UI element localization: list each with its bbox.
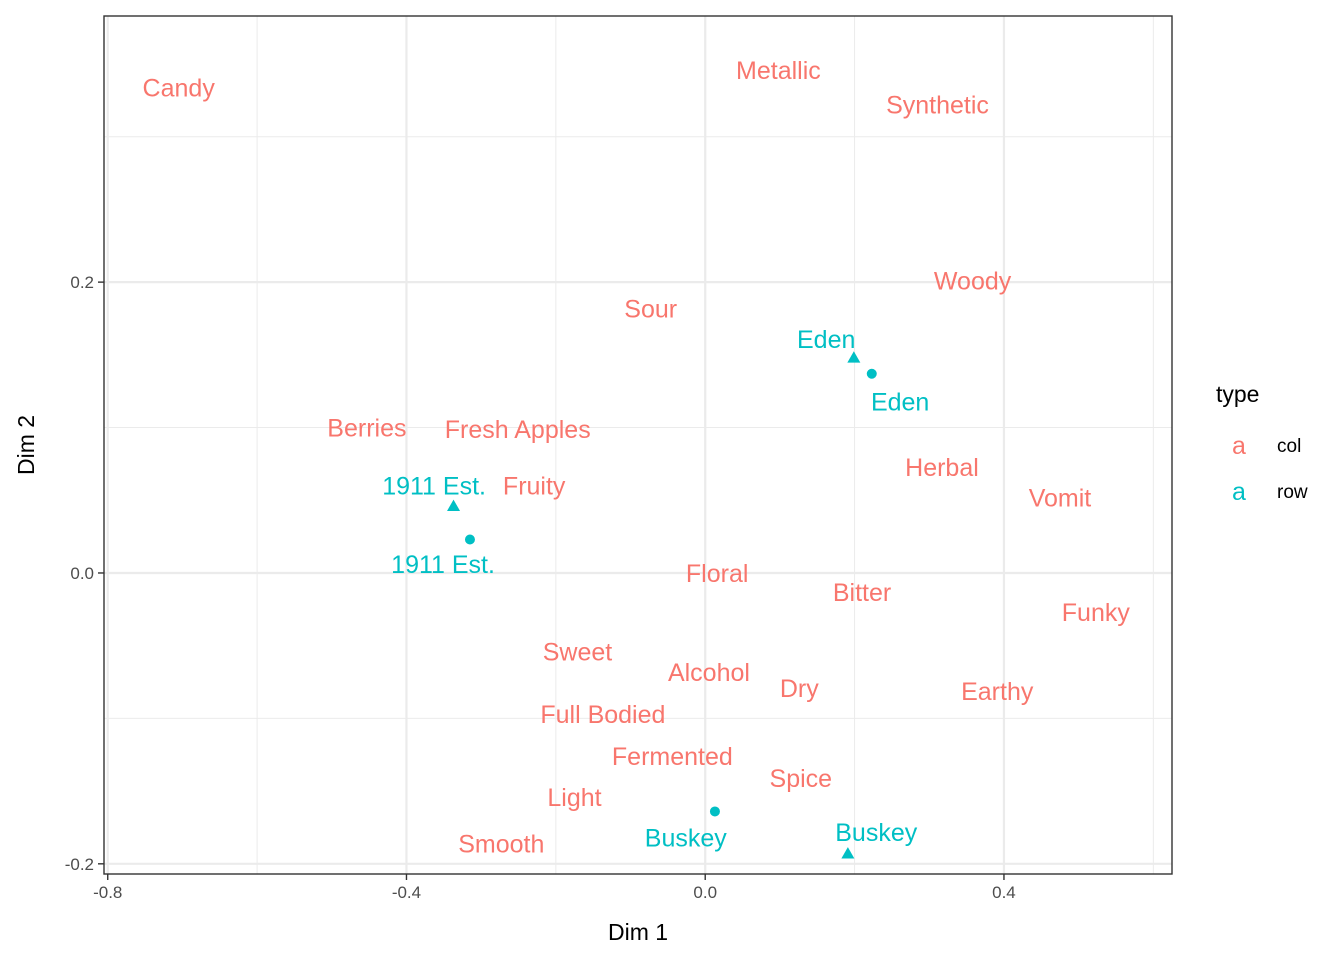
row-labels: Eden Eden 1911 Est. 1911 Est. Buskey Buskey [382, 326, 929, 853]
row-point-triangle [841, 847, 855, 859]
col-label: Light [547, 784, 601, 812]
col-label: Fermented [612, 743, 733, 771]
y-axis-title: Dim 2 [13, 415, 39, 475]
row-points [447, 351, 877, 859]
col-label: Spice [770, 765, 833, 793]
col-label: Earthy [961, 678, 1034, 706]
col-label: Funky [1062, 599, 1131, 627]
col-label: Herbal [905, 454, 979, 482]
col-label: Sour [624, 295, 677, 323]
col-label: Vomit [1029, 484, 1092, 512]
panel-border [103, 15, 1173, 875]
grid-minor [104, 16, 1172, 874]
legend-label: row [1277, 482, 1308, 503]
col-label: Metallic [736, 57, 821, 85]
col-label: Fresh Apples [445, 416, 591, 444]
row-label: 1911 Est. [382, 473, 486, 501]
x-axis-title: Dim 1 [608, 919, 668, 945]
row-label: Eden [871, 388, 929, 416]
col-label: Bitter [833, 579, 891, 607]
y-tick-label: 0.0 [70, 564, 94, 583]
legend-key: a [1232, 478, 1246, 506]
y-tick-label: 0.2 [70, 273, 94, 292]
row-label: 1911 Est. [391, 551, 495, 579]
grid-major [104, 16, 1172, 874]
x-tick-label: -0.8 [93, 883, 122, 902]
col-label: Sweet [543, 639, 613, 667]
col-label: Full Bodied [540, 701, 665, 729]
col-labels: Candy Metallic Synthetic Woody Sour Berries Fr… [143, 57, 1131, 859]
legend-key: a [1232, 432, 1246, 460]
x-tick-label: 0.4 [992, 883, 1016, 902]
row-point-triangle [447, 499, 461, 511]
panel-background [104, 16, 1172, 874]
row-point-circle [866, 368, 877, 379]
legend-entries: a col a row [1232, 432, 1308, 506]
col-label: Dry [780, 675, 819, 703]
legend-label: col [1277, 436, 1301, 457]
x-tick-label: 0.0 [693, 883, 717, 902]
row-point-triangle [847, 351, 861, 363]
col-label: Berries [327, 415, 406, 443]
col-label: Candy [143, 74, 216, 102]
row-label: Buskey [835, 819, 917, 847]
legend: type a col a row [1216, 381, 1308, 506]
col-label: Woody [934, 268, 1012, 296]
row-label: Buskey [645, 825, 727, 853]
row-point-circle [709, 806, 720, 817]
col-label: Floral [686, 560, 749, 588]
col-label: Synthetic [886, 92, 989, 120]
row-point-circle [464, 534, 475, 545]
x-tick-label: -0.4 [392, 883, 421, 902]
row-label: Eden [797, 326, 855, 354]
col-label: Fruity [503, 473, 566, 501]
col-label: Smooth [458, 830, 544, 858]
legend-title: type [1216, 381, 1259, 407]
y-axis: -0.2 0.0 0.2 [65, 273, 104, 874]
y-tick-label: -0.2 [65, 855, 94, 874]
x-axis: -0.8 -0.4 0.0 0.4 [93, 874, 1016, 902]
col-label: Alcohol [668, 659, 750, 687]
